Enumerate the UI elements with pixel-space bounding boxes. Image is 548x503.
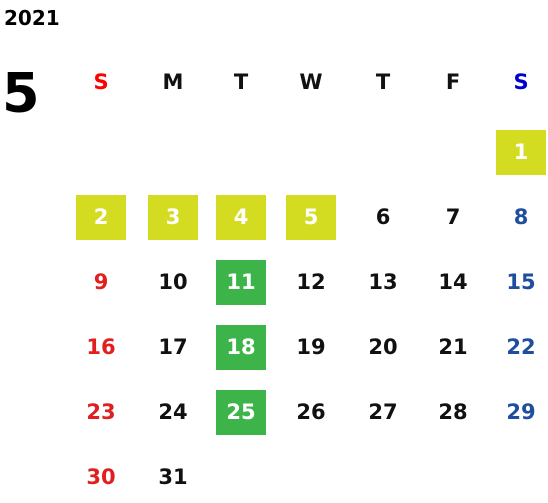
day-number: 12 bbox=[296, 270, 325, 294]
day-number: 4 bbox=[234, 205, 249, 229]
weekday-label: W bbox=[299, 70, 322, 94]
day-highlight bbox=[286, 195, 336, 240]
day-highlight bbox=[216, 260, 266, 305]
weekday-label: S bbox=[93, 70, 108, 94]
weekday-label: F bbox=[446, 70, 460, 94]
day-number: 30 bbox=[86, 465, 115, 489]
day-number: 23 bbox=[86, 400, 115, 424]
day-number: 17 bbox=[158, 335, 187, 359]
day-number: 6 bbox=[376, 205, 391, 229]
day-number: 3 bbox=[166, 205, 181, 229]
day-number: 15 bbox=[506, 270, 535, 294]
month: 5 bbox=[2, 62, 40, 125]
day-highlight bbox=[216, 195, 266, 240]
day-number: 9 bbox=[94, 270, 109, 294]
day-number: 13 bbox=[368, 270, 397, 294]
day-number: 25 bbox=[226, 400, 255, 424]
day-number: 24 bbox=[158, 400, 187, 424]
day-highlight bbox=[496, 130, 546, 175]
day-number: 18 bbox=[226, 335, 255, 359]
day-highlight bbox=[148, 195, 198, 240]
year: 2021 bbox=[4, 6, 60, 30]
weekday-label: M bbox=[163, 70, 184, 94]
day-number: 16 bbox=[86, 335, 115, 359]
day-number: 20 bbox=[368, 335, 397, 359]
weekday-label: S bbox=[513, 70, 528, 94]
day-number: 5 bbox=[304, 205, 319, 229]
day-number: 26 bbox=[296, 400, 325, 424]
day-number: 31 bbox=[158, 465, 187, 489]
day-number: 1 bbox=[514, 140, 529, 164]
day-number: 29 bbox=[506, 400, 535, 424]
day-number: 11 bbox=[226, 270, 255, 294]
day-number: 19 bbox=[296, 335, 325, 359]
day-number: 28 bbox=[438, 400, 467, 424]
day-number: 10 bbox=[158, 270, 187, 294]
day-number: 21 bbox=[438, 335, 467, 359]
day-number: 8 bbox=[514, 205, 529, 229]
day-number: 27 bbox=[368, 400, 397, 424]
day-highlight bbox=[76, 195, 126, 240]
day-highlight bbox=[216, 390, 266, 435]
day-number: 2 bbox=[94, 205, 109, 229]
day-number: 7 bbox=[446, 205, 461, 229]
day-highlight bbox=[216, 325, 266, 370]
weekday-label: T bbox=[234, 70, 249, 94]
day-number: 14 bbox=[438, 270, 467, 294]
weekday-label: T bbox=[376, 70, 391, 94]
day-number: 22 bbox=[506, 335, 535, 359]
